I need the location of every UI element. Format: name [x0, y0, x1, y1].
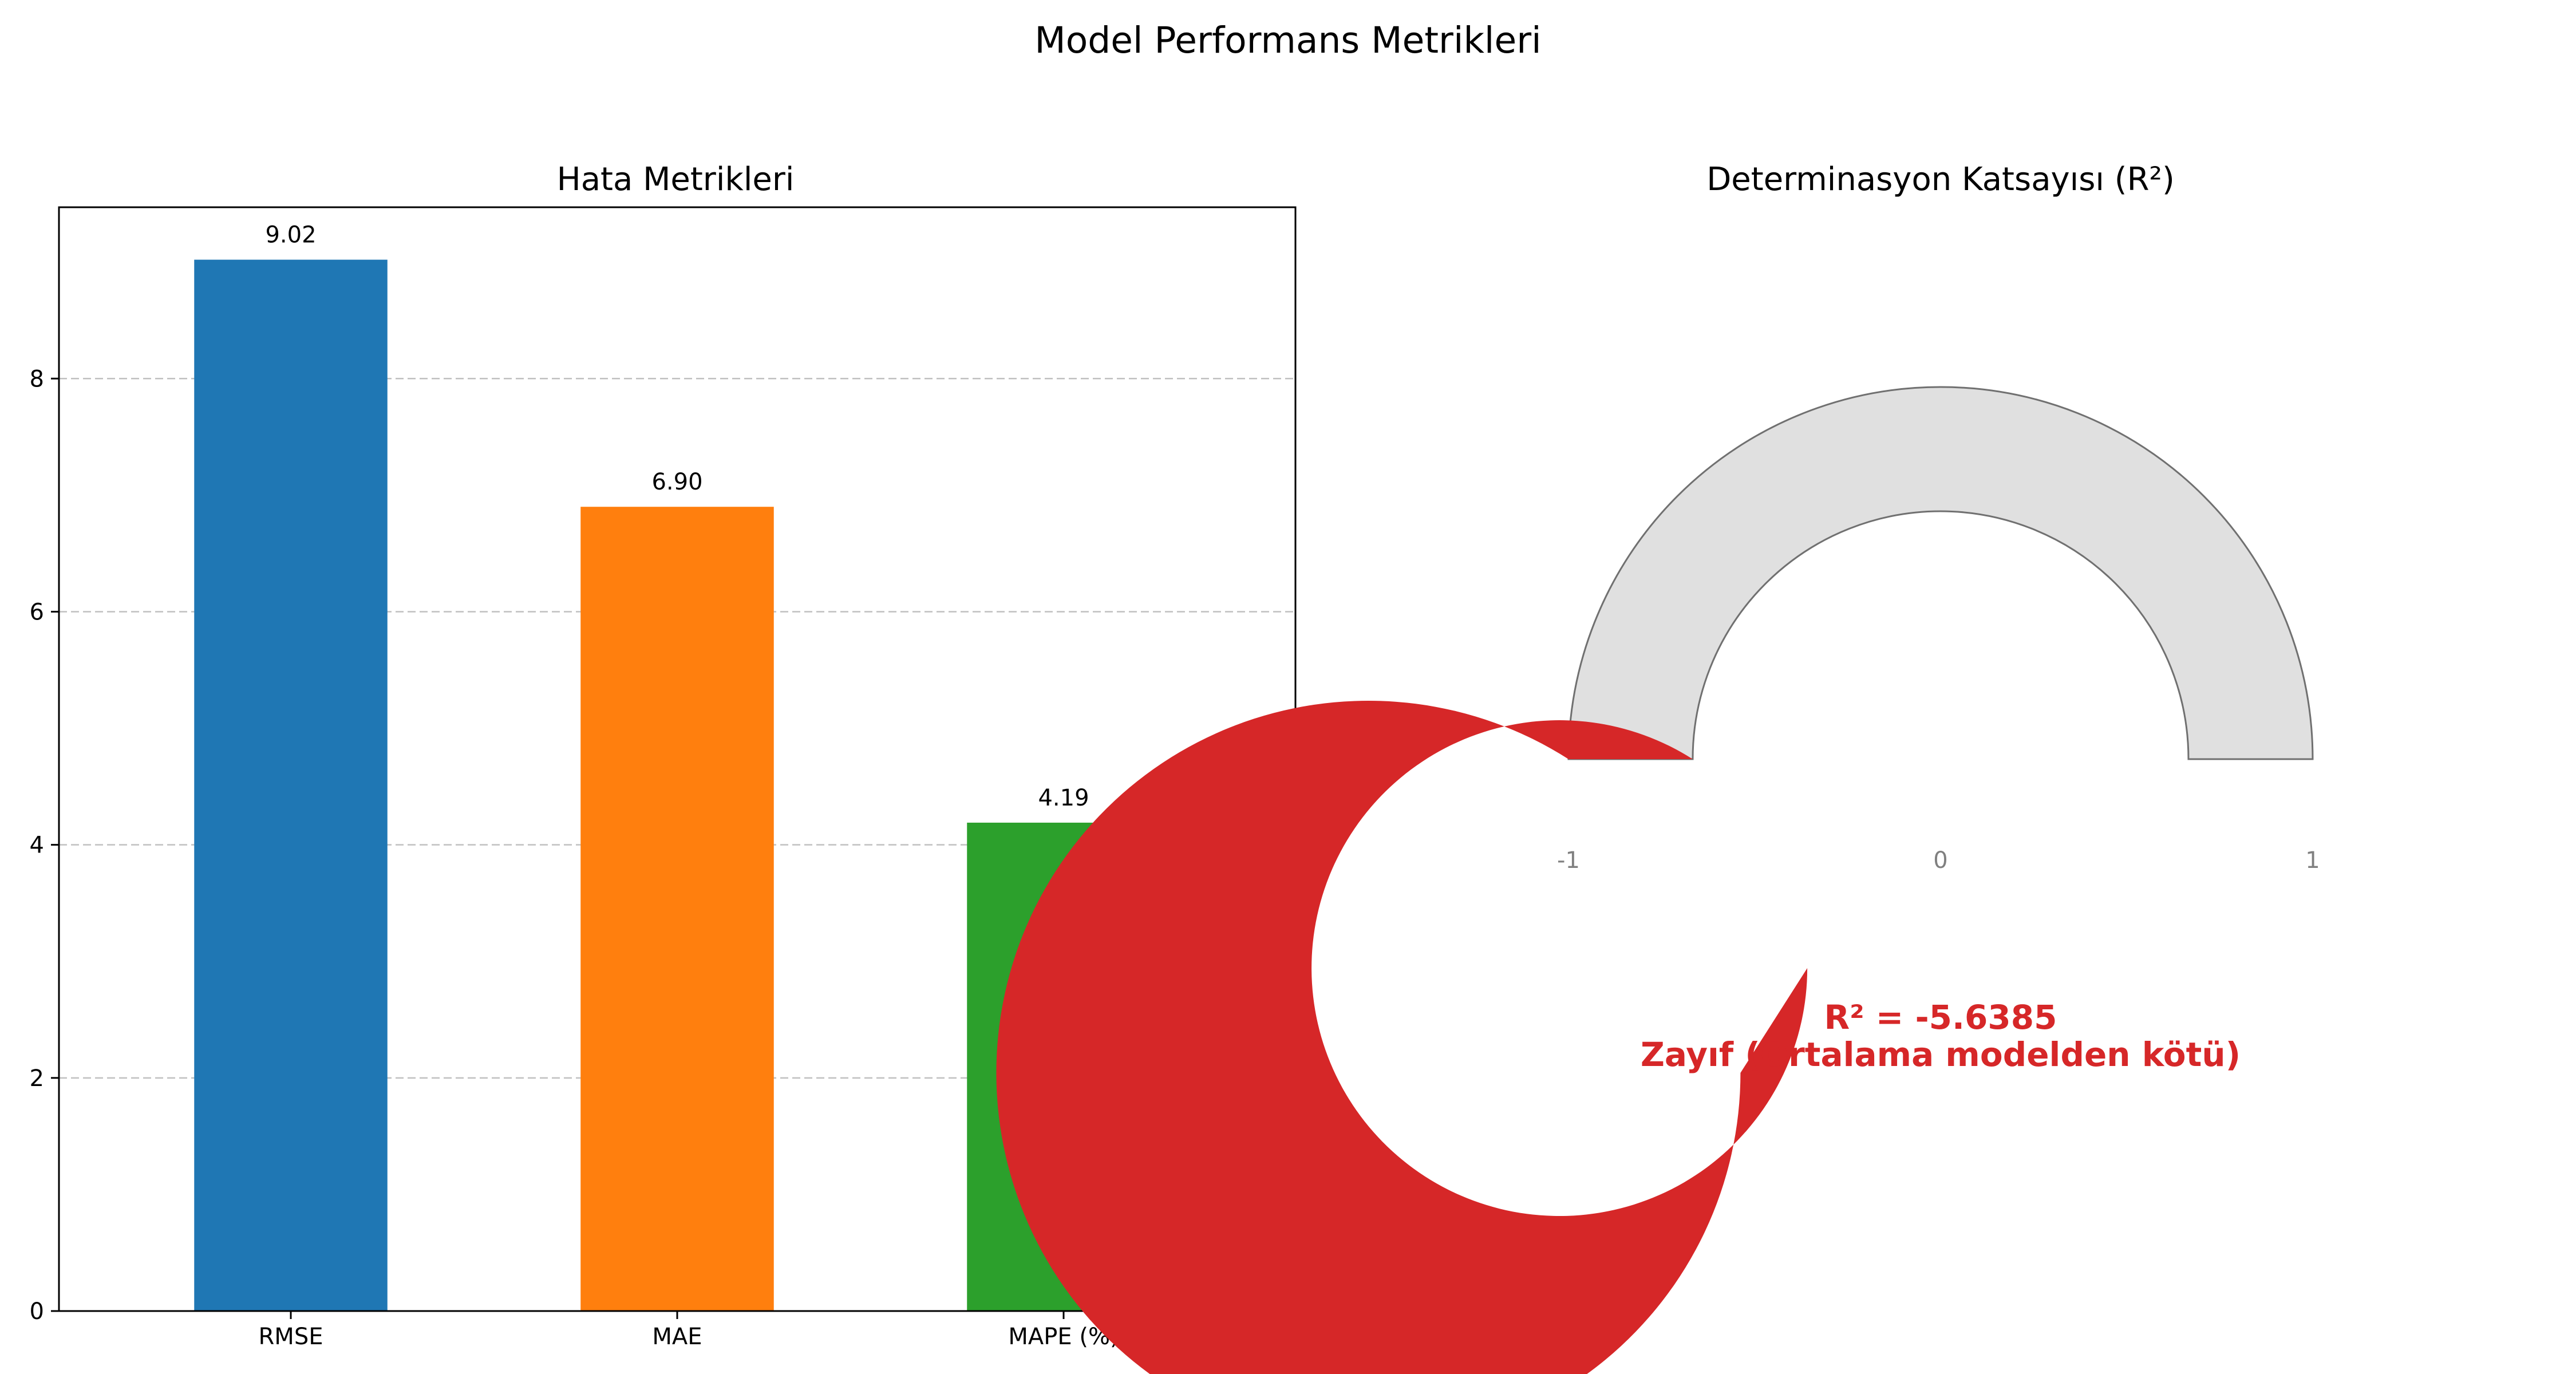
y-tick-label: 0	[30, 1298, 44, 1325]
gauge-tick-label: -1	[1557, 847, 1580, 874]
y-axis: 0 2 4 6 8	[30, 366, 59, 1325]
y-tick-label: 6	[30, 599, 44, 625]
gauge-title: Determinasyon Katsayısı (R²)	[1706, 161, 2175, 198]
bar-value-labels: 9.02 6.90 4.19	[265, 222, 1089, 811]
y-tick-label: 8	[30, 366, 44, 392]
figure-title: Model Performans Metrikleri	[1034, 19, 1541, 61]
gauge-tick-label: 0	[1933, 847, 1947, 874]
gauge-panel: Determinasyon Katsayısı (R²) -1 0 1 R² =…	[996, 161, 2320, 1374]
bar-value-label: 4.19	[1038, 785, 1089, 811]
gauge-value-arc	[996, 701, 1808, 1374]
y-tick-label: 2	[30, 1065, 44, 1092]
bar-chart-title: Hata Metrikleri	[557, 161, 795, 198]
x-tick-label: MAE	[652, 1324, 702, 1350]
bar-value-label: 6.90	[651, 469, 702, 495]
x-tick-label: RMSE	[259, 1324, 323, 1350]
bar-value-label: 9.02	[265, 222, 316, 248]
gauge-value-label: R² = -5.6385	[1824, 998, 2057, 1037]
bar-rmse	[194, 259, 388, 1312]
gauge-background-arc	[1567, 386, 2314, 760]
y-tick-label: 4	[30, 832, 44, 859]
gauge-tick-label: 1	[2305, 847, 2320, 874]
x-axis: RMSE MAE MAPE (%)	[259, 1311, 1119, 1350]
bar-mae	[580, 507, 774, 1311]
gauge-status-label: Zayıf (Ortalama modelden kötü)	[1641, 1035, 2241, 1074]
